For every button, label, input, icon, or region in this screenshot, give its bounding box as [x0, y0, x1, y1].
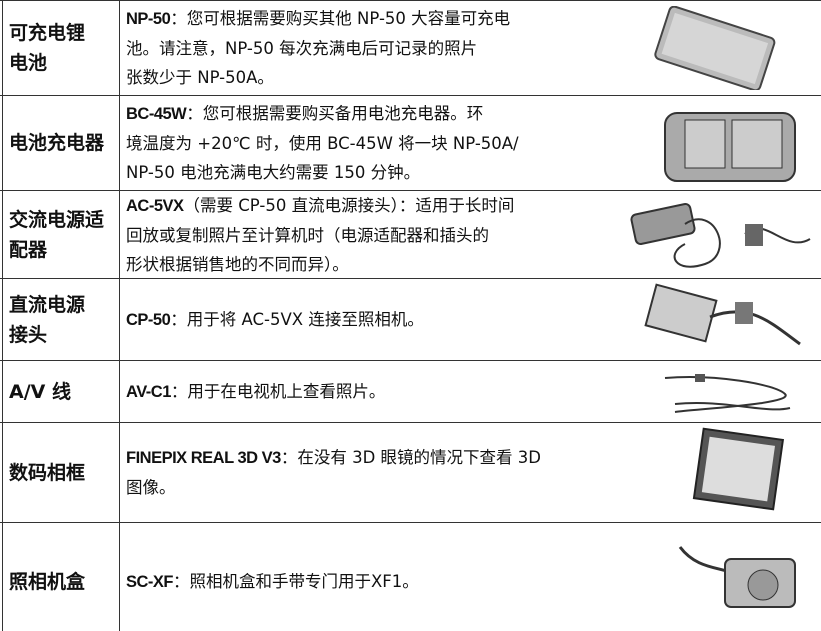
- charger-image: [664, 112, 796, 182]
- description-line: 图像。: [126, 473, 626, 502]
- description-line: 形状根据销售地的不同而异）。: [126, 250, 626, 279]
- description-line: NP-50：您可根据需要购买其他 NP-50 大容量可充电: [126, 4, 626, 34]
- description-line: NP-50 电池充满电大约需要 150 分钟。: [126, 158, 626, 187]
- product-code: CP-50: [126, 310, 171, 329]
- description-line: SC-XF：照相机盒和手带专门用于XF1。: [126, 567, 626, 597]
- label-line: 数码相框: [9, 461, 86, 484]
- description-line: 境温度为 +20℃ 时，使用 BC-45W 将一块 NP-50A/: [126, 129, 626, 158]
- description-line: 回放或复制照片至计算机时（电源适配器和插头的: [126, 221, 626, 250]
- description-text: ：您可根据需要购买其他 NP-50 大容量可充电: [170, 9, 511, 28]
- description-text: 回放或复制照片至计算机时（电源适配器和插头的: [126, 225, 489, 245]
- description-text: 图像。: [126, 478, 176, 497]
- description-text: ：用于在电视机上查看照片。: [170, 381, 386, 401]
- case-image: [678, 546, 796, 608]
- description-text: ：照相机盒和手带专门用于XF1。: [173, 571, 419, 591]
- row-description: FINEPIX REAL 3D V3：在没有 3D 眼镜的情况下查看 3D 图像。: [126, 423, 626, 522]
- row-label: 直流电源 接头: [2, 279, 120, 360]
- battery-image: [654, 6, 776, 90]
- row-label: 照相机盒: [2, 523, 120, 631]
- coupler-image: [644, 283, 801, 346]
- description-line: FINEPIX REAL 3D V3：在没有 3D 眼镜的情况下查看 3D: [126, 443, 626, 473]
- photo-frame-image: [692, 427, 785, 511]
- row-description: SC-XF：照相机盒和手带专门用于XF1。: [126, 523, 626, 631]
- label-line: 接头: [9, 323, 48, 346]
- row-description: BC-45W：您可根据需要购买备用电池充电器。环境温度为 +20℃ 时，使用 B…: [126, 96, 626, 190]
- label-line: 直流电源: [9, 293, 86, 316]
- table-row: 可充电锂 电池 NP-50：您可根据需要购买其他 NP-50 大容量可充电 池。请注意…: [0, 0, 821, 95]
- table-row: 交流电源适 配器 AC-5VX（需要 CP-50 直流电源接头）：适用于长时间 回放或…: [0, 190, 821, 278]
- description-line: AV-C1：用于在电视机上查看照片。: [126, 377, 626, 407]
- description-line: 张数少于 NP-50A。: [126, 63, 626, 92]
- row-label: A/V 线: [2, 361, 120, 422]
- row-label: 数码相框: [2, 423, 120, 522]
- row-description: AV-C1：用于在电视机上查看照片。: [126, 361, 626, 422]
- label-line: 照相机盒: [9, 570, 86, 593]
- product-code: BC-45W: [126, 105, 187, 123]
- row-description: NP-50：您可根据需要购买其他 NP-50 大容量可充电池。请注意，NP-50…: [126, 1, 626, 95]
- label-line: 交流电源适: [9, 208, 105, 231]
- description-text: （需要 CP-50 直流电源接头）：适用于长时间: [183, 195, 515, 215]
- description-text: NP-50 电池充满电大约需要 150 分钟。: [126, 163, 421, 182]
- table-row: A/V 线 AV-C1：用于在电视机上查看照片。: [0, 360, 821, 422]
- product-code: NP-50: [126, 10, 171, 28]
- label-line: A/V 线: [9, 380, 71, 403]
- product-code: AC-5VX: [126, 196, 184, 215]
- table-row: 电池充电器 BC-45W：您可根据需要购买备用电池充电器。环境温度为 +20℃ 时…: [0, 95, 821, 190]
- row-description: CP-50：用于将 AC-5VX 连接至照相机。: [126, 279, 626, 360]
- label-line: 可充电锂: [9, 22, 86, 44]
- row-description: AC-5VX（需要 CP-50 直流电源接头）：适用于长时间回放或复制照片至计算…: [126, 191, 626, 278]
- table-row: 数码相框 FINEPIX REAL 3D V3：在没有 3D 眼镜的情况下查看 3…: [0, 422, 821, 522]
- description-text: 张数少于 NP-50A。: [126, 68, 274, 87]
- row-label: 可充电锂 电池: [2, 1, 120, 95]
- description-text: ：在没有 3D 眼镜的情况下查看 3D: [280, 448, 541, 467]
- product-code: FINEPIX REAL 3D V3: [126, 449, 281, 467]
- description-text: 池。请注意，NP-50 每次充满电后可记录的照片: [126, 39, 478, 58]
- description-line: CP-50：用于将 AC-5VX 连接至照相机。: [126, 305, 626, 335]
- product-code: SC-XF: [126, 572, 174, 591]
- label-line: 电池: [9, 52, 48, 74]
- av-cable-image: [664, 374, 791, 413]
- description-text: ：您可根据需要购买备用电池充电器。环: [186, 104, 484, 123]
- description-line: 池。请注意，NP-50 每次充满电后可记录的照片: [126, 34, 626, 63]
- description-line: AC-5VX（需要 CP-50 直流电源接头）：适用于长时间: [126, 191, 626, 221]
- description-line: BC-45W：您可根据需要购买备用电池充电器。环: [126, 99, 626, 129]
- description-text: ：用于将 AC-5VX 连接至照相机。: [170, 309, 424, 329]
- product-code: AV-C1: [126, 382, 171, 401]
- description-text: 境温度为 +20℃ 时，使用 BC-45W 将一块 NP-50A/: [126, 134, 519, 153]
- row-label: 交流电源适 配器: [2, 191, 120, 278]
- label-line: 电池充电器: [9, 132, 105, 154]
- adapter-image: [630, 203, 811, 268]
- table-row: 直流电源 接头 CP-50：用于将 AC-5VX 连接至照相机。: [0, 278, 821, 360]
- description-text: 形状根据销售地的不同而异）。: [126, 254, 349, 274]
- row-label: 电池充电器: [2, 96, 120, 190]
- table-row: 照相机盒 SC-XF：照相机盒和手带专门用于XF1。: [0, 522, 821, 631]
- label-line: 配器: [9, 238, 48, 261]
